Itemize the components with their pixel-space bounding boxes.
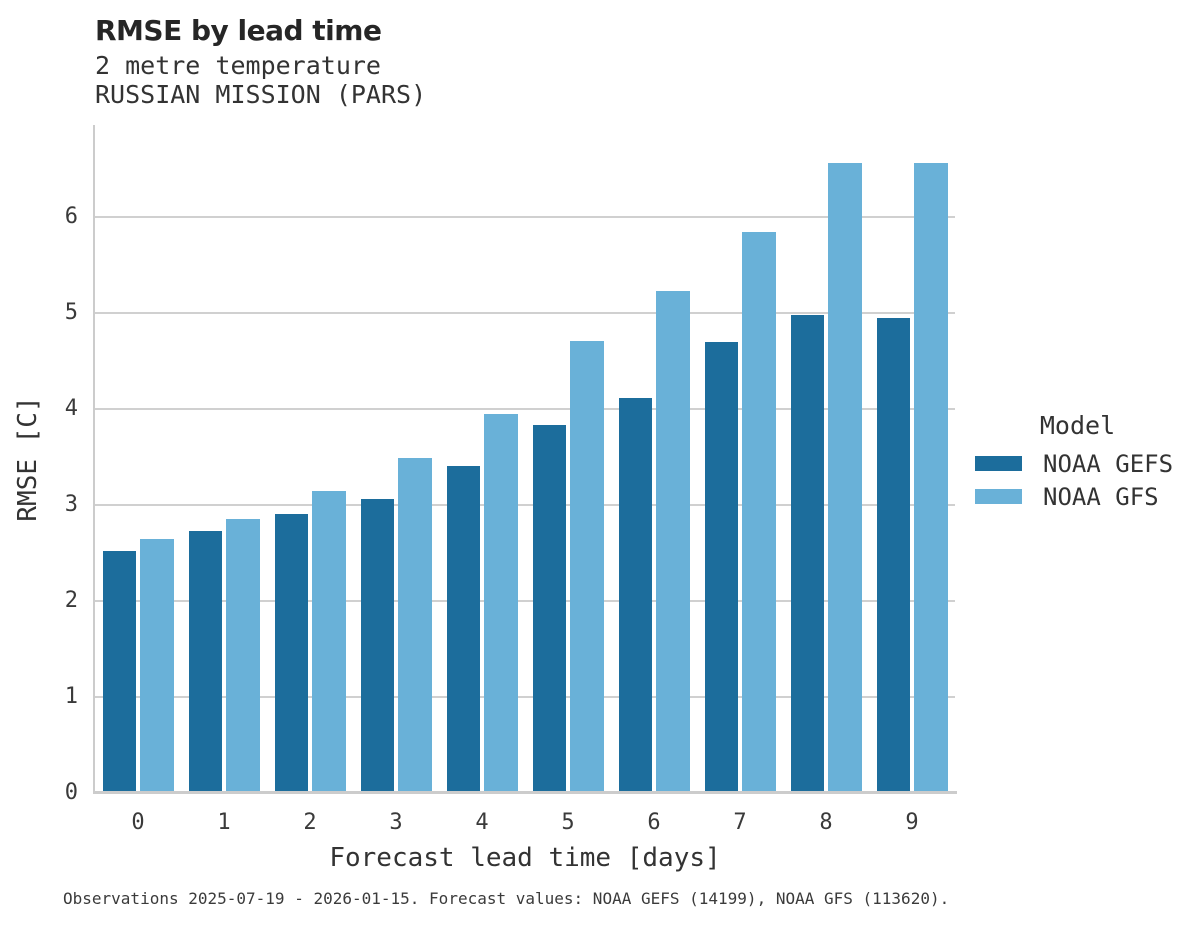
y-tick-6: 6 (64, 204, 78, 229)
gridline-y-1 (95, 696, 955, 698)
bar-noaa-gefs-day-1 (188, 530, 222, 793)
chart-subtitle-line2: RUSSIAN MISSION (PARS) (95, 80, 427, 109)
y-axis-spine (93, 125, 95, 793)
y-tick-3: 3 (64, 492, 78, 517)
bar-noaa-gefs-day-4 (446, 465, 480, 793)
legend-entry-noaa-gfs: NOAA GFS (975, 482, 1180, 511)
legend-swatch-icon (975, 489, 1022, 504)
legend-title: Model (1039, 411, 1116, 440)
y-tick-2: 2 (64, 588, 78, 613)
gridline-y-5 (95, 312, 955, 314)
bar-noaa-gfs-day-5 (570, 340, 604, 793)
gridline-y-2 (95, 600, 955, 602)
bar-noaa-gefs-day-8 (790, 314, 824, 793)
bar-noaa-gefs-day-3 (360, 499, 394, 793)
bar-noaa-gfs-day-4 (484, 413, 518, 793)
bar-noaa-gfs-day-9 (914, 163, 948, 793)
bar-noaa-gefs-day-0 (102, 551, 136, 793)
legend: Model NOAA GEFS NOAA GFS (975, 411, 1180, 511)
bar-noaa-gfs-day-2 (312, 490, 346, 793)
legend-entries: NOAA GEFS NOAA GFS (975, 449, 1180, 511)
bar-noaa-gefs-day-6 (618, 398, 652, 793)
x-tick-0: 0 (131, 810, 145, 835)
x-tick-9: 9 (905, 810, 919, 835)
gridline-y-3 (95, 504, 955, 506)
bar-noaa-gefs-day-2 (274, 513, 308, 793)
chart-title: RMSE by lead time (95, 14, 382, 47)
x-tick-5: 5 (561, 810, 575, 835)
chart-subtitle-line1: 2 metre temperature (95, 51, 381, 80)
x-tick-3: 3 (389, 810, 403, 835)
bar-noaa-gfs-day-1 (226, 519, 260, 793)
bar-noaa-gefs-day-9 (876, 317, 910, 793)
gridline-y-6 (95, 216, 955, 218)
legend-swatch-icon (975, 456, 1022, 471)
y-tick-5: 5 (64, 300, 78, 325)
bar-noaa-gefs-day-5 (532, 425, 566, 793)
legend-label: NOAA GFS (1043, 482, 1159, 511)
gridline-y-4 (95, 408, 955, 410)
x-tick-4: 4 (475, 810, 489, 835)
footer-caption: Observations 2025-07-19 - 2026-01-15. Fo… (63, 889, 950, 908)
bar-noaa-gfs-day-6 (656, 290, 690, 793)
x-tick-7: 7 (733, 810, 747, 835)
legend-label: NOAA GEFS (1043, 449, 1174, 478)
x-axis-spine (93, 791, 957, 794)
bar-noaa-gfs-day-8 (828, 163, 862, 793)
x-tick-6: 6 (647, 810, 661, 835)
bar-noaa-gfs-day-3 (398, 457, 432, 793)
legend-entry-noaa-gefs: NOAA GEFS (975, 449, 1180, 478)
x-tick-1: 1 (217, 810, 231, 835)
y-tick-4: 4 (64, 396, 78, 421)
x-tick-8: 8 (819, 810, 833, 835)
bar-noaa-gefs-day-7 (704, 341, 738, 793)
y-tick-0: 0 (64, 780, 78, 805)
y-tick-1: 1 (64, 684, 78, 709)
bar-noaa-gfs-day-7 (742, 232, 776, 793)
x-tick-2: 2 (303, 810, 317, 835)
plot-area (95, 125, 955, 793)
bar-noaa-gfs-day-0 (140, 538, 174, 793)
x-axis-label: Forecast lead time [days] (329, 843, 721, 873)
